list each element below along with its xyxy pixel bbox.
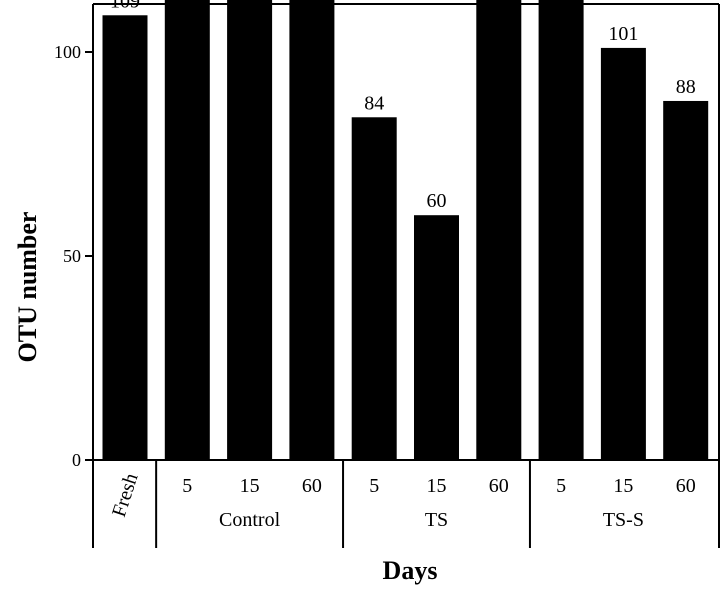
category-label: Fresh — [108, 471, 143, 520]
data-label: 84 — [364, 92, 384, 114]
bar — [164, 0, 210, 460]
y-tick-label: 100 — [54, 42, 81, 62]
bar — [227, 0, 273, 461]
category-label: 5 — [182, 475, 192, 497]
category-label: 60 — [302, 475, 322, 497]
bar — [538, 0, 584, 461]
bar — [351, 117, 397, 460]
category-label: 5 — [369, 475, 379, 497]
bar — [663, 100, 709, 461]
category-label: 5 — [556, 475, 566, 497]
bar — [289, 0, 335, 460]
category-label: 15 — [240, 475, 260, 497]
data-label: 109 — [110, 0, 140, 12]
data-label: 88 — [676, 76, 696, 98]
y-tick-label: 0 — [72, 450, 81, 470]
category-label: 15 — [613, 475, 633, 497]
group-label: TS — [425, 509, 448, 531]
group-label: TS-S — [603, 509, 644, 531]
category-label: 15 — [427, 475, 447, 497]
x-axis-title: Days — [383, 556, 438, 585]
bar — [102, 15, 148, 461]
data-label: 60 — [427, 190, 447, 212]
y-tick-label: 50 — [63, 246, 81, 266]
category-label: 60 — [489, 475, 509, 497]
group-label: Control — [219, 509, 281, 531]
y-axis-title: OTU number — [13, 212, 42, 363]
category-label: 60 — [676, 475, 696, 497]
bar — [600, 47, 646, 461]
bar — [414, 215, 459, 460]
data-label: 101 — [608, 23, 638, 45]
bar — [476, 0, 522, 461]
